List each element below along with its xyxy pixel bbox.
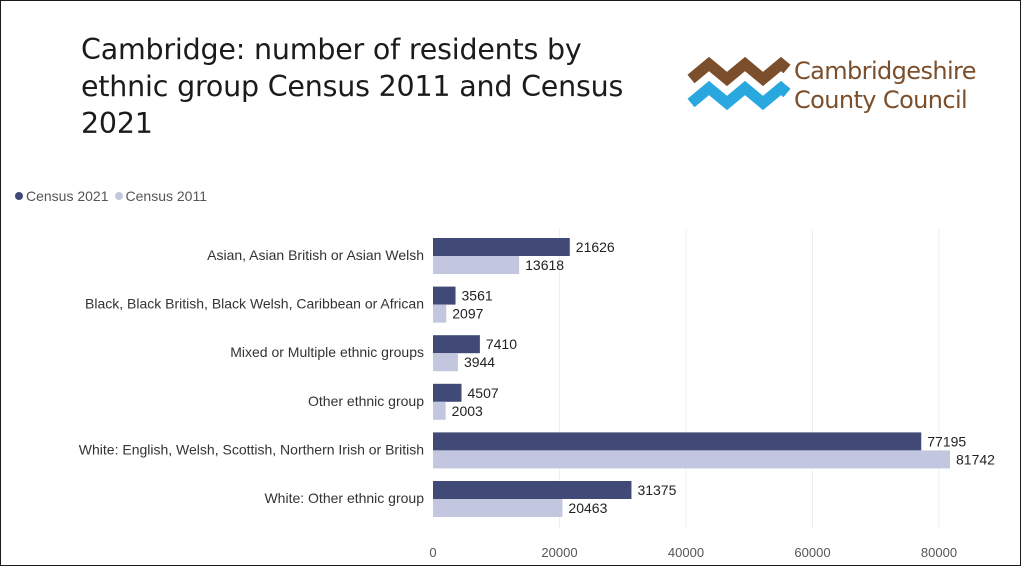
bar [433,401,446,420]
category-label: White: Other ethnic group [264,490,424,506]
data-label: 4507 [468,385,499,401]
data-label: 77195 [927,433,966,449]
logo-blue-zigzag [687,80,791,111]
category-label: Other ethnic group [308,393,424,409]
data-label: 3944 [464,354,495,370]
category-label: White: English, Welsh, Scottish, Norther… [79,441,424,457]
legend-label-census-2021: Census 2021 [26,188,109,204]
legend-dot-census-2021 [15,192,23,200]
legend-item-census-2021[interactable]: Census 2021 [15,188,109,204]
bar [433,335,480,354]
x-tick-label: 40000 [668,545,704,560]
bar [433,383,462,402]
bar [433,256,520,274]
bar [433,304,447,323]
logo-text-line2: County Council [794,86,968,114]
legend-item-census-2011[interactable]: Census 2011 [114,188,207,204]
x-tick-label: 80000 [921,545,957,560]
data-label: 3561 [462,288,493,304]
bar [433,432,922,451]
data-label: 81742 [956,451,995,467]
bar [433,450,951,469]
data-label: 2097 [452,306,483,322]
chart-legend: Census 2021 Census 2011 [15,188,213,204]
logo-brown-zigzag [687,57,791,87]
bar [433,238,570,256]
data-label: 13618 [525,257,564,273]
bar [433,499,563,517]
legend-dot-census-2011 [114,192,123,200]
council-logo-icon [687,57,791,111]
bar [433,353,458,372]
data-label: 2003 [452,403,483,419]
bar [433,286,456,305]
slide-title: Cambridge: number of residents by ethnic… [81,33,624,140]
x-tick-label: 0 [429,545,436,560]
category-label: Black, Black British, Black Welsh, Carib… [85,296,424,312]
category-label: Asian, Asian British or Asian Welsh [207,247,424,263]
category-label: Mixed or Multiple ethnic groups [230,344,424,360]
bar [433,481,632,499]
data-label: 7410 [486,336,517,352]
data-label: 20463 [568,500,607,516]
x-tick-label: 60000 [794,545,830,560]
logo-text-line1: Cambridgeshire [794,57,977,85]
data-label: 21626 [576,239,615,255]
legend-label-census-2011: Census 2011 [125,188,207,204]
logo-text: Cambridgeshire County Council [794,57,977,115]
data-label: 31375 [637,482,676,498]
x-tick-label: 20000 [541,545,577,560]
